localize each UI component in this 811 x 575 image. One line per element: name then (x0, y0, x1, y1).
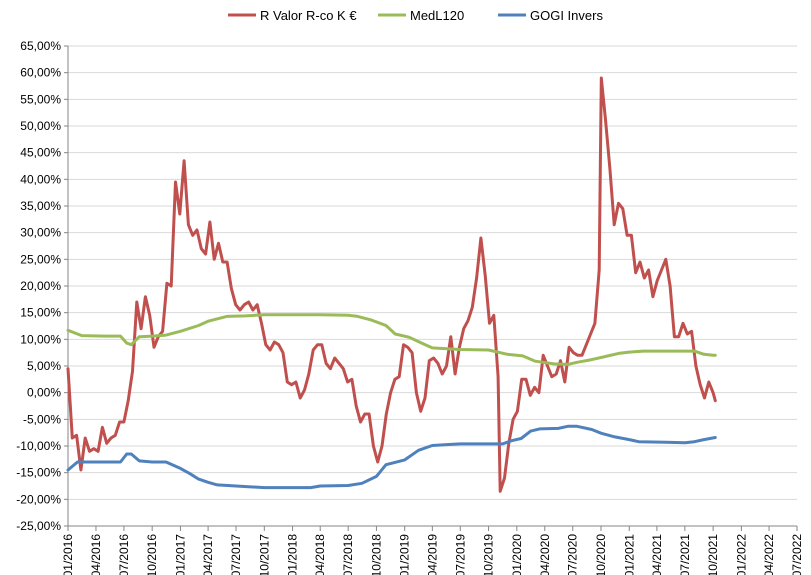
x-tick-label: 1/01/2018 (286, 534, 300, 575)
y-tick-label: 0,00% (27, 386, 61, 400)
x-tick-label: 1/07/2020 (566, 534, 580, 575)
y-tick-label: -20,00% (16, 492, 61, 506)
x-tick-label: 1/04/2017 (201, 534, 215, 575)
y-tick-label: -15,00% (16, 466, 61, 480)
gridlines (68, 45, 797, 527)
x-tick-label: 1/07/2019 (453, 534, 467, 575)
y-tick-label: 30,00% (20, 226, 61, 240)
y-tick-label: 60,00% (20, 66, 61, 80)
x-tick-label: 1/10/2020 (594, 534, 608, 575)
x-tick-label: 1/01/2016 (61, 534, 75, 575)
y-tick-label: 55,00% (20, 92, 61, 106)
legend-label: R Valor R-co K € (260, 8, 357, 23)
axes: 65,00% 60,00% 55,00% 50,00% 45,00% 40,00% 35,0… (16, 39, 804, 575)
x-tick-label: 1/07/2022 (790, 534, 804, 575)
y-tick-label: 40,00% (20, 172, 61, 186)
y-tick-label: -10,00% (16, 439, 61, 453)
y-tick-label: 20,00% (20, 279, 61, 293)
x-tick-label: 1/01/2017 (173, 534, 187, 575)
x-tick-label: 1/10/2019 (482, 534, 496, 575)
x-tick-label: 1/10/2021 (706, 534, 720, 575)
x-tick-label: 1/04/2022 (762, 534, 776, 575)
x-tick-label: 1/07/2018 (341, 534, 355, 575)
y-tick-label: 50,00% (20, 119, 61, 133)
x-tick-label: 1/07/2021 (678, 534, 692, 575)
legend: R Valor R-co K € MedL120 GOGI Invers (228, 8, 603, 23)
legend-label: MedL120 (410, 8, 464, 23)
series-line (66, 313, 717, 366)
y-tick-label: -25,00% (16, 519, 61, 533)
x-tick-label: 1/04/2016 (89, 534, 103, 575)
y-tick-label: 5,00% (27, 359, 61, 373)
x-tick-label: 1/07/2017 (229, 534, 243, 575)
x-tick-label: 1/01/2019 (398, 534, 412, 575)
series-lines (66, 76, 717, 493)
x-tick-label: 1/01/2020 (510, 534, 524, 575)
x-tick-label: 1/01/2021 (622, 534, 636, 575)
x-tick-label: 1/04/2020 (538, 534, 552, 575)
x-tick-label: 1/10/2017 (257, 534, 271, 575)
y-tick-label: 15,00% (20, 306, 61, 320)
series-line (66, 424, 717, 490)
y-tick-label: 45,00% (20, 146, 61, 160)
x-tick-label: 1/10/2018 (369, 534, 383, 575)
legend-label: GOGI Invers (530, 8, 603, 23)
x-tick-label: 1/04/2021 (650, 534, 664, 575)
y-tick-label: 35,00% (20, 199, 61, 213)
y-tick-label: -5,00% (23, 412, 61, 426)
x-tick-label: 1/01/2022 (734, 534, 748, 575)
y-tick-label: 65,00% (20, 39, 61, 53)
x-tick-label: 1/07/2016 (117, 534, 131, 575)
y-tick-label: 10,00% (20, 332, 61, 346)
x-tick-label: 1/04/2019 (425, 534, 439, 575)
y-tick-label: 25,00% (20, 252, 61, 266)
x-tick-label: 1/04/2018 (313, 534, 327, 575)
x-tick-label: 1/10/2016 (145, 534, 159, 575)
series-line (66, 76, 717, 493)
